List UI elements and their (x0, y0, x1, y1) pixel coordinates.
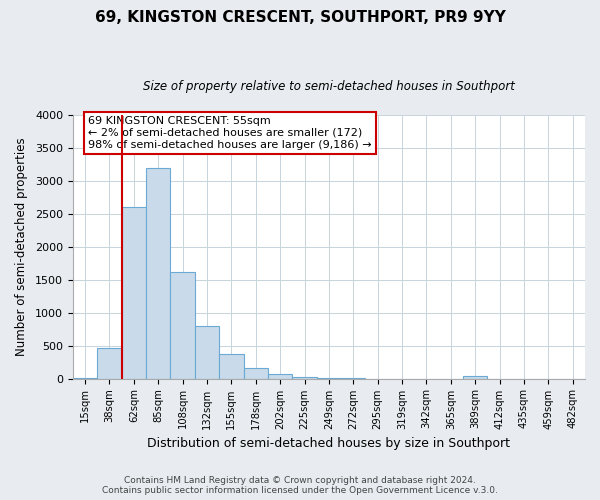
Bar (146, 168, 170, 378)
Text: 69 KINGSTON CRESCENT: 55sqm
← 2% of semi-detached houses are smaller (172)
98% o: 69 KINGSTON CRESCENT: 55sqm ← 2% of semi… (88, 116, 372, 150)
X-axis label: Distribution of semi-detached houses by size in Southport: Distribution of semi-detached houses by … (148, 437, 511, 450)
Y-axis label: Number of semi-detached properties: Number of semi-detached properties (15, 138, 28, 356)
Bar (195, 326, 219, 378)
Bar (97, 348, 122, 378)
Bar (122, 207, 146, 378)
Bar (268, 374, 292, 378)
Title: Size of property relative to semi-detached houses in Southport: Size of property relative to semi-detach… (143, 80, 515, 93)
Bar (170, 272, 195, 378)
Bar (463, 376, 487, 378)
Bar (219, 354, 244, 378)
Text: 69, KINGSTON CRESCENT, SOUTHPORT, PR9 9YY: 69, KINGSTON CRESCENT, SOUTHPORT, PR9 9Y… (95, 10, 505, 25)
Bar (244, 368, 268, 378)
Text: Contains HM Land Registry data © Crown copyright and database right 2024.
Contai: Contains HM Land Registry data © Crown c… (102, 476, 498, 495)
